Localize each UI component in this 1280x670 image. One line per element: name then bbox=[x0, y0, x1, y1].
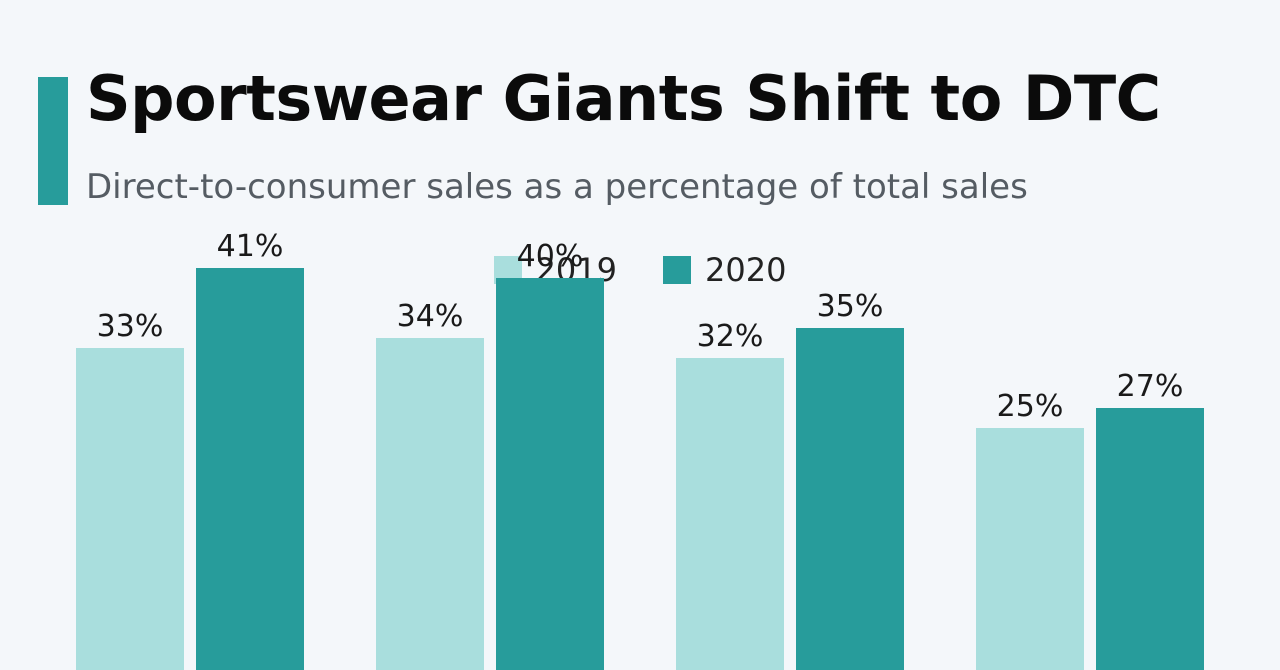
bar-2020-2 bbox=[496, 278, 604, 670]
data-label-2019-2: 34% bbox=[397, 299, 464, 334]
bar-2020-3 bbox=[796, 328, 904, 670]
data-label-2019-1: 33% bbox=[97, 309, 164, 344]
bar-2019-1 bbox=[76, 348, 184, 670]
bar-2019-3 bbox=[676, 358, 784, 670]
chart-title: Sportswear Giants Shift to DTC bbox=[86, 62, 1161, 135]
bar-2020-1 bbox=[196, 268, 304, 670]
data-label-2020-1: 41% bbox=[217, 229, 284, 264]
data-label-2019-3: 32% bbox=[697, 319, 764, 354]
data-label-2019-4: 25% bbox=[997, 389, 1064, 424]
bar-2019-2 bbox=[376, 338, 484, 670]
data-label-2020-2: 40% bbox=[517, 239, 584, 274]
legend-item-2020: 2020 bbox=[663, 254, 786, 286]
bar-2019-4 bbox=[976, 428, 1084, 670]
title-accent-bar bbox=[38, 77, 68, 205]
legend-label-2020: 2020 bbox=[705, 251, 787, 289]
legend-swatch-2020 bbox=[663, 256, 691, 284]
bar-2020-4 bbox=[1096, 408, 1204, 670]
data-label-2020-4: 27% bbox=[1117, 369, 1184, 404]
data-label-2020-3: 35% bbox=[817, 289, 884, 324]
chart-subtitle: Direct-to-consumer sales as a percentage… bbox=[86, 167, 1028, 207]
